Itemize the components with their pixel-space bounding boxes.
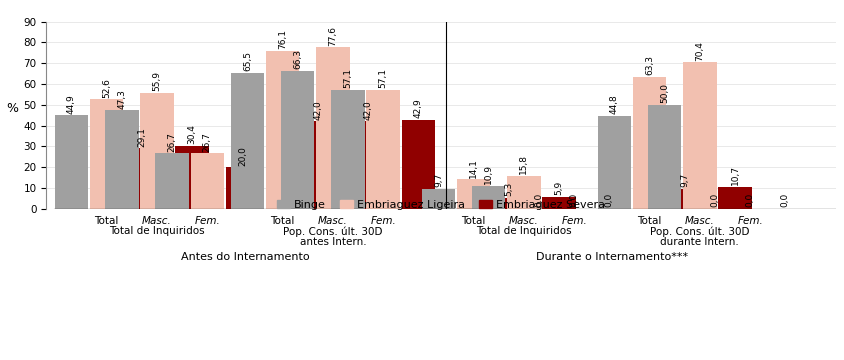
Text: 52,6: 52,6 (102, 78, 111, 98)
Text: 57,1: 57,1 (344, 68, 353, 88)
Text: durante Intern.: durante Intern. (661, 237, 739, 247)
Text: 42,9: 42,9 (414, 98, 423, 118)
Text: Durante o Internamento***: Durante o Internamento*** (536, 252, 688, 262)
Text: 44,9: 44,9 (67, 94, 76, 114)
Text: 70,4: 70,4 (695, 41, 705, 61)
Bar (301, 121, 334, 209)
Text: Total: Total (637, 216, 662, 226)
Bar (402, 120, 436, 209)
Text: Masc.: Masc. (685, 216, 715, 226)
Text: 0,0: 0,0 (711, 193, 719, 207)
Text: 20,0: 20,0 (238, 146, 247, 166)
Text: Pop. Cons. últ. 30D: Pop. Cons. últ. 30D (650, 226, 749, 237)
Text: Masc.: Masc. (318, 216, 348, 226)
Text: Fem.: Fem. (371, 216, 396, 226)
Bar (648, 105, 681, 209)
Text: Antes do Internamento: Antes do Internamento (181, 252, 309, 262)
Bar (543, 197, 576, 209)
Bar (683, 62, 717, 209)
Text: 10,9: 10,9 (484, 165, 493, 184)
Text: Fem.: Fem. (194, 216, 220, 226)
Y-axis label: %: % (7, 102, 19, 115)
Bar (55, 116, 89, 209)
Text: 42,0: 42,0 (364, 100, 372, 120)
Bar (266, 50, 300, 209)
Bar (598, 116, 631, 209)
Bar (191, 153, 224, 209)
Bar (125, 148, 159, 209)
Text: 15,8: 15,8 (519, 154, 528, 174)
Text: Total: Total (462, 216, 486, 226)
Bar (718, 186, 752, 209)
Text: 0,0: 0,0 (570, 193, 579, 207)
Text: 9,7: 9,7 (680, 173, 690, 187)
Text: 30,4: 30,4 (187, 124, 197, 144)
Bar (176, 145, 209, 209)
Bar (140, 93, 174, 209)
Text: Fem.: Fem. (561, 216, 587, 226)
Text: Total de Inquiridos: Total de Inquiridos (109, 226, 205, 237)
Text: 0,0: 0,0 (605, 193, 614, 207)
Text: Total: Total (270, 216, 295, 226)
Bar (422, 189, 455, 209)
Text: Masc.: Masc. (509, 216, 538, 226)
Bar (316, 48, 349, 209)
Text: 57,1: 57,1 (379, 68, 387, 88)
Text: 55,9: 55,9 (153, 71, 161, 91)
Bar (332, 90, 365, 209)
Text: 77,6: 77,6 (328, 26, 338, 46)
Text: 14,1: 14,1 (469, 158, 479, 178)
Text: 65,5: 65,5 (243, 51, 252, 71)
Text: 63,3: 63,3 (645, 55, 654, 76)
Text: 5,9: 5,9 (555, 181, 564, 195)
Bar (633, 77, 666, 209)
Text: 47,3: 47,3 (117, 89, 127, 109)
Text: 26,7: 26,7 (168, 132, 176, 152)
Bar (351, 121, 385, 209)
Text: Masc.: Masc. (142, 216, 172, 226)
Bar (668, 189, 701, 209)
Text: Pop. Cons. últ. 30D: Pop. Cons. últ. 30D (284, 226, 382, 237)
Text: Fem.: Fem. (738, 216, 763, 226)
Text: 9,7: 9,7 (434, 173, 443, 187)
Text: 0,0: 0,0 (781, 193, 790, 207)
Legend: Binge, Embriaguez Ligeira, Embriaguez Severa: Binge, Embriaguez Ligeira, Embriaguez Se… (272, 195, 610, 215)
Text: 29,1: 29,1 (138, 127, 146, 147)
Text: Total: Total (95, 216, 119, 226)
Text: 0,0: 0,0 (745, 193, 755, 207)
Bar (457, 180, 490, 209)
Bar (281, 71, 315, 209)
Text: 50,0: 50,0 (660, 83, 669, 103)
Text: 10,7: 10,7 (731, 165, 739, 185)
Text: 26,7: 26,7 (203, 132, 212, 152)
Bar (230, 73, 264, 209)
Bar (507, 176, 541, 209)
Bar (155, 153, 189, 209)
Text: antes Intern.: antes Intern. (300, 237, 366, 247)
Text: 5,3: 5,3 (505, 182, 513, 196)
Text: 0,0: 0,0 (534, 193, 544, 207)
Text: 76,1: 76,1 (279, 29, 287, 49)
Bar (106, 111, 138, 209)
Text: 66,3: 66,3 (293, 49, 302, 69)
Bar (90, 99, 123, 209)
Bar (492, 198, 526, 209)
Text: 42,0: 42,0 (313, 100, 322, 120)
Bar (472, 186, 506, 209)
Text: Total de Inquiridos: Total de Inquiridos (476, 226, 571, 237)
Bar (366, 90, 400, 209)
Text: 44,8: 44,8 (610, 94, 619, 114)
Bar (225, 167, 259, 209)
